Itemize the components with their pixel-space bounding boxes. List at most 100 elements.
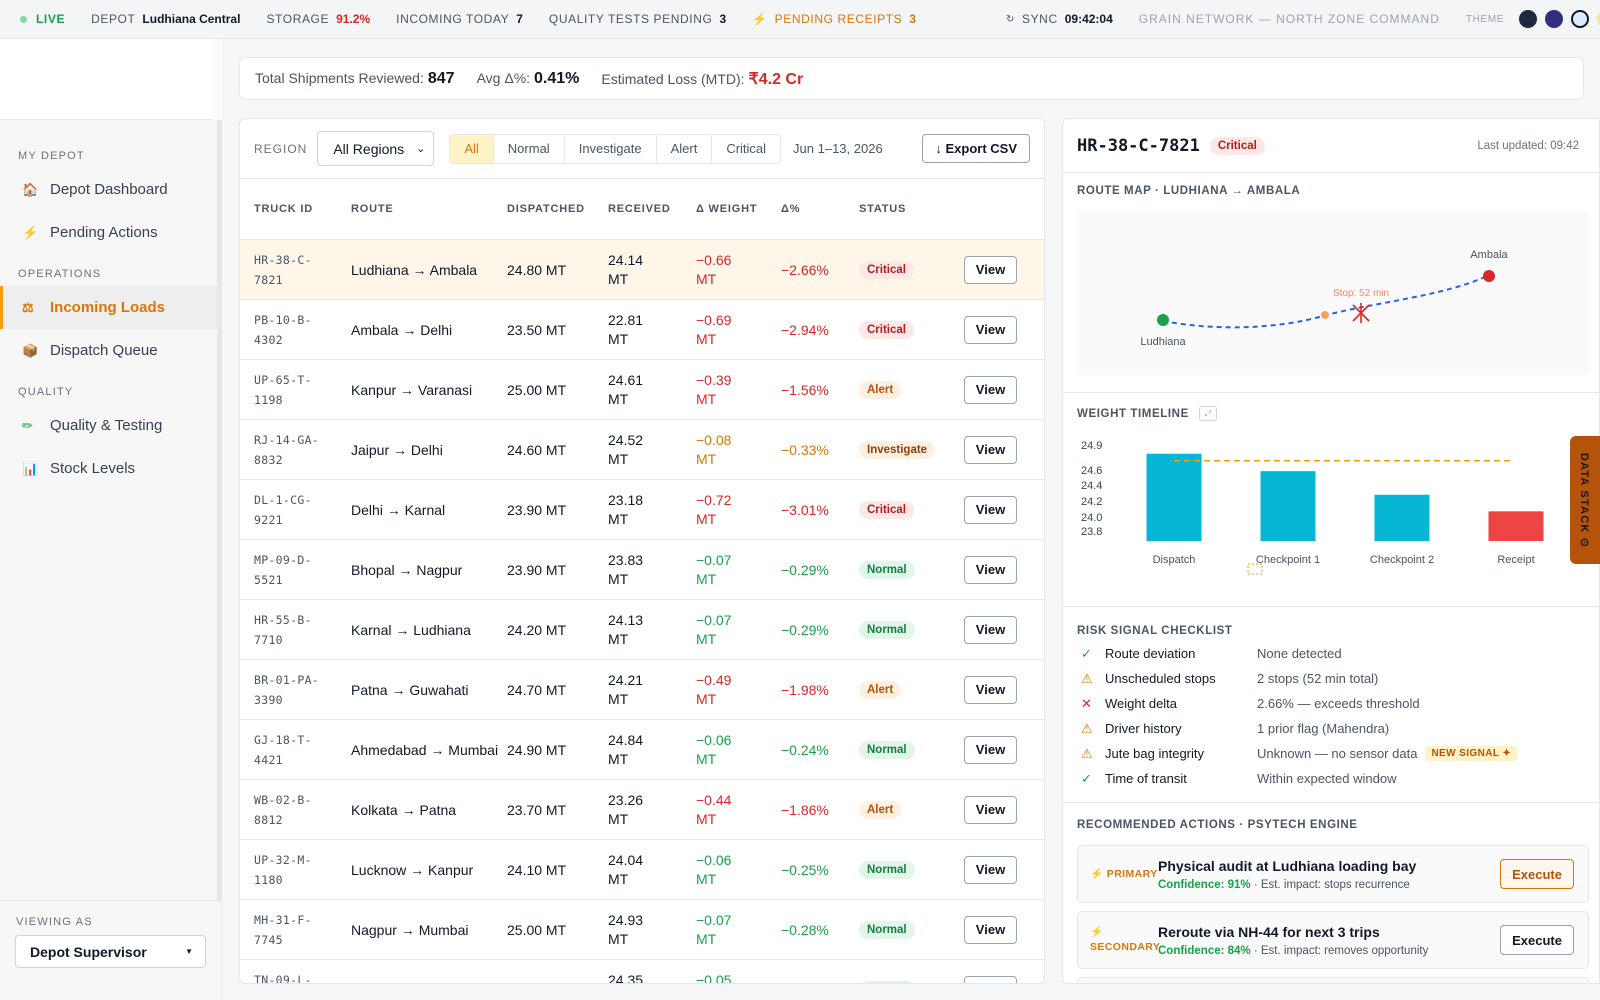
filter-normal[interactable]: Normal: [494, 134, 565, 163]
view-button[interactable]: View: [964, 795, 1017, 824]
delta-weight-cell: −0.49 MT: [696, 671, 781, 709]
delta-weight-value: −0.49: [696, 671, 732, 688]
col-delta-weight[interactable]: Δ WEIGHT: [696, 202, 758, 215]
table-row[interactable]: TN-09-L-4410Chennai →24.40 MT24.35MT−0.0…: [240, 960, 1044, 983]
quality-tests-status: QUALITY TESTS PENDING 3: [549, 12, 726, 26]
live-dot-icon: [20, 15, 27, 23]
kpi-shipments: Total Shipments Reviewed: 847: [255, 70, 455, 88]
delta-weight-value: −0.07: [696, 551, 732, 568]
bar-checkpoint-1[interactable]: [1260, 471, 1316, 541]
origin-marker[interactable]: [1157, 314, 1169, 326]
view-button[interactable]: View: [964, 255, 1017, 284]
role-select[interactable]: Depot Supervisor ▼: [15, 935, 206, 968]
sidebar-item-incoming-loads[interactable]: ⚖ Incoming Loads: [0, 286, 221, 329]
y-tick-label: 24.6: [1081, 465, 1102, 477]
sidebar-item-pending-actions[interactable]: ⚡ Pending Actions: [0, 211, 221, 254]
bar-checkpoint-2[interactable]: [1374, 494, 1430, 541]
stop-marker[interactable]: [1321, 311, 1329, 319]
sidebar-item-quality-testing[interactable]: ✏ Quality & Testing: [0, 404, 221, 447]
sidebar-item-label: Incoming Loads: [50, 299, 166, 316]
filter-all[interactable]: All: [450, 134, 494, 163]
theme-dark-swatch[interactable]: [1518, 10, 1537, 28]
table-row[interactable]: GJ-18-T- 4421 Ahmedabad → Mumbai 24.90 MT 24…: [240, 720, 1044, 780]
x-tick-label: Checkpoint 2: [1370, 554, 1434, 566]
detail-header: HR-38-C-7821 Critical Last updated: 09:4…: [1063, 119, 1599, 173]
region-select[interactable]: All Regions ⌄: [317, 131, 435, 166]
col-dispatched[interactable]: DISPATCHED: [507, 203, 585, 215]
bar-receipt[interactable]: [1488, 511, 1544, 541]
sidebar-item-stock-levels[interactable]: 📊 Stock Levels: [0, 447, 221, 490]
route-cell: Lucknow → Kanpur: [351, 861, 474, 878]
truck-id-cell: UP-65-T- 1198: [240, 370, 351, 410]
table-row[interactable]: UP-65-T- 1198 Kanpur → Varanasi 25.00 MT 24.…: [240, 360, 1044, 420]
view-button[interactable]: View: [964, 615, 1017, 644]
theme-indigo-swatch[interactable]: [1544, 10, 1563, 28]
table-row[interactable]: MH-31-F- 7745 Nagpur → Mumbai 25.00 MT 24.93…: [240, 900, 1044, 960]
col-truck-id[interactable]: TRUCK ID: [254, 203, 313, 215]
bar-dispatch[interactable]: [1146, 453, 1202, 541]
table-row[interactable]: WB-02-B- 8812 Kolkata → Patna 23.70 MT 23.26…: [240, 780, 1044, 840]
route-map-title: ROUTE MAP · LUDHIANA → AMBALA: [1077, 185, 1301, 197]
data-stack-tab[interactable]: DATA STACK ⊙: [1570, 436, 1600, 564]
route-cell: Kolkata → Patna: [351, 801, 457, 818]
view-button[interactable]: View: [964, 915, 1017, 944]
live-label: LIVE: [36, 12, 66, 26]
view-button[interactable]: View: [964, 555, 1017, 584]
col-status[interactable]: STATUS: [859, 203, 907, 215]
route-map[interactable]: Ludhiana Ambala Stop: 52 min: [1077, 211, 1589, 375]
truck-id-line: PB-10-B-: [254, 312, 312, 327]
filter-investigate[interactable]: Investigate: [565, 134, 657, 163]
sidebar-item-depot-dashboard[interactable]: 🏠 Depot Dashboard: [0, 168, 221, 211]
col-received[interactable]: RECEIVED: [608, 203, 671, 215]
view-button[interactable]: View: [964, 675, 1017, 704]
date-range[interactable]: Jun 1–13, 2026: [793, 141, 883, 156]
view-button[interactable]: View: [964, 735, 1017, 764]
truck-id-line: RJ-14-GA-: [254, 432, 320, 447]
stop-warning-icon[interactable]: [1352, 303, 1370, 323]
pending-receipts-status[interactable]: ⚡ PENDING RECEIPTS 3: [752, 12, 916, 26]
status-cell: Critical: [859, 260, 964, 279]
col-route[interactable]: ROUTE: [351, 203, 394, 215]
sidebar-scrollbar[interactable]: [217, 120, 221, 900]
table-row[interactable]: HR-55-B- 7710 Karnal → Ludhiana 24.20 MT 24.…: [240, 600, 1044, 660]
theme-label: THEME: [1465, 13, 1504, 25]
status-badge: Alert: [859, 681, 902, 699]
action-card-primary: ⚡ PRIMARY Physical audit at Ludhiana loa…: [1077, 845, 1589, 903]
x-tick-label: Checkpoint 1: [1256, 554, 1320, 566]
destination-marker[interactable]: [1483, 270, 1495, 282]
table-row[interactable]: BR-01-PA- 3390 Patna → Guwahati 24.70 MT 24.…: [240, 660, 1044, 720]
sidebar-nav: MY DEPOT 🏠 Depot Dashboard ⚡ Pending Actio…: [0, 120, 222, 900]
table-row[interactable]: HR-38-C- 7821 Ludhiana → Ambala 24.80 MT 24.…: [240, 240, 1044, 300]
table-row[interactable]: MP-09-D- 5521 Bhopal → Nagpur 23.90 MT 23.83…: [240, 540, 1044, 600]
view-button[interactable]: View: [964, 855, 1017, 884]
delta-weight-unit: MT: [696, 810, 717, 827]
table-row[interactable]: PB-10-B- 4302 Ambala → Delhi 23.50 MT 22.81 M…: [240, 300, 1044, 360]
view-button[interactable]: View: [964, 435, 1017, 464]
export-csv-button[interactable]: ↓ Export CSV: [922, 134, 1030, 163]
truck-id-cell: WB-02-B- 8812: [240, 790, 351, 830]
live-indicator: LIVE: [20, 12, 65, 26]
execute-secondary-button[interactable]: Execute: [1500, 925, 1574, 955]
theme-sand-swatch[interactable]: [1596, 10, 1600, 28]
col-delta-percent[interactable]: Δ%: [781, 203, 801, 215]
view-button[interactable]: View: [964, 315, 1017, 344]
truck-id-line: MH-31-F-: [254, 912, 312, 927]
delta-percent-cell: −0.29%: [781, 561, 829, 578]
sidebar-item-label: Pending Actions: [50, 224, 158, 241]
expand-icon[interactable]: ⤢: [1198, 406, 1217, 421]
status-cell: Normal: [859, 560, 964, 579]
action-cell: View: [964, 735, 1034, 764]
quality-tests-value: 3: [719, 12, 727, 26]
theme-light-swatch[interactable]: [1570, 10, 1589, 28]
table-row[interactable]: RJ-14-GA- 8832 Jaipur → Delhi 24.60 MT 24.52…: [240, 420, 1044, 480]
view-button[interactable]: View: [964, 375, 1017, 404]
table-row[interactable]: DL-1-CG- 9221 Delhi → Karnal 23.90 MT 23.18 M…: [240, 480, 1044, 540]
view-button[interactable]: View: [964, 975, 1017, 983]
table-row[interactable]: UP-32-M- 1180 Lucknow → Kanpur 24.10 MT 24.0…: [240, 840, 1044, 900]
sidebar-item-dispatch-queue[interactable]: 📦 Dispatch Queue: [0, 329, 221, 372]
view-button[interactable]: View: [964, 495, 1017, 524]
filter-critical[interactable]: Critical: [726, 141, 767, 156]
filter-alert[interactable]: Alert: [657, 134, 713, 163]
execute-primary-button[interactable]: Execute: [1500, 859, 1574, 889]
truck-id-cell: HR-38-C- 7821: [240, 250, 351, 290]
